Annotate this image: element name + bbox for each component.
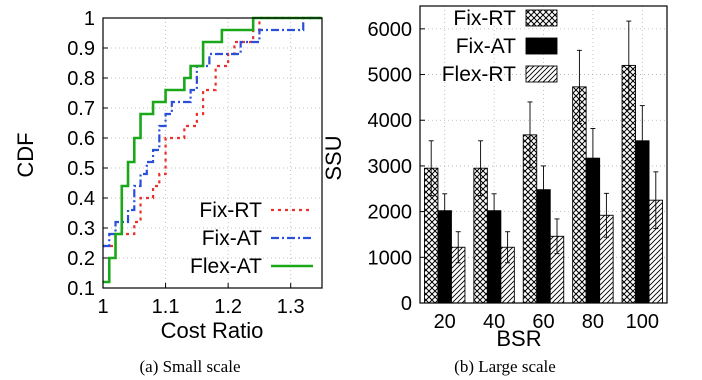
cdf-y-tick-label: 0.6 — [67, 128, 95, 150]
cdf-y-tick-label: 0.8 — [67, 68, 95, 90]
cdf-y-tick-label: 0.2 — [67, 248, 95, 270]
ssu-x-tick-labels: 20 40 60 80 100 — [434, 311, 659, 333]
ssu-x-tick-label: 20 — [434, 311, 456, 333]
ssu-y-tick-labels: 0 1000 2000 3000 4000 5000 6000 — [368, 19, 413, 315]
ssu-x-tick-label: 100 — [626, 311, 659, 333]
ssu-y-tick-label: 6000 — [368, 19, 413, 41]
ssu-plot-frame — [419, 5, 668, 304]
ssu-y-tick-label: 4000 — [368, 110, 413, 132]
cdf-line-flex-at — [103, 16, 322, 284]
ssu-y-tick-label: 3000 — [368, 156, 413, 178]
ssu-legend-label: Fix-RT — [453, 7, 516, 30]
ssu-legend-label: Fix-AT — [456, 35, 516, 58]
ssu-legend-label: Flex-RT — [442, 63, 516, 86]
cdf-y-tick-labels: 0.1 0.2 0.3 0.4 0.5 0.6 0.7 0.8 0.9 1 — [67, 8, 95, 300]
ssu-y-tick-label: 1000 — [368, 247, 413, 269]
cdf-chart: 0.10.20.30.40.50.60.70.80.91 1 1.1 1.2 1.3 … — [13, 8, 323, 343]
cdf-x-tick-labels: 1 1.1 1.2 1.3 — [97, 296, 304, 318]
cdf-x-tick-label: 1.3 — [277, 296, 305, 318]
cdf-plot-frame — [102, 17, 323, 289]
ssu-x-tick-label: 60 — [532, 311, 554, 333]
cdf-x-tick-label: 1.2 — [214, 296, 242, 318]
ssu-y-tick-label: 2000 — [368, 202, 413, 224]
cdf-series-lines — [103, 16, 322, 284]
ssu-legend-swatch — [525, 37, 558, 55]
cdf-y-tick-label: 0.3 — [67, 218, 95, 240]
ssu-bar-chart: 0 1000 2000 3000 4000 5000 6000 20 40 60 80 100 SS… — [321, 5, 668, 351]
cdf-legend: Fix-RT Fix-AT Flex-AT — [190, 199, 313, 278]
cdf-line-fix-at — [103, 16, 322, 248]
cdf-legend-label: Fix-AT — [202, 227, 262, 250]
cdf-y-tick-label: 1 — [84, 8, 95, 30]
ssu-y-tick-label: 0 — [401, 293, 412, 315]
ssu-bars — [424, 20, 663, 304]
ssu-y-tick-label: 5000 — [368, 65, 413, 87]
ssu-x-tick-label: 40 — [483, 311, 505, 333]
cdf-legend-label: Fix-RT — [199, 199, 262, 222]
cdf-y-tick-label: 0.7 — [67, 98, 95, 120]
cdf-y-tick-label: 0.4 — [67, 188, 95, 210]
ssu-y-axis-label: SSU — [321, 135, 346, 180]
cdf-legend-label: Flex-AT — [190, 255, 262, 278]
cdf-y-tick-label: 0.5 — [67, 158, 95, 180]
cdf-x-tick-label: 1.1 — [152, 296, 180, 318]
ssu-x-tick-label: 80 — [582, 311, 604, 333]
ssu-legend: Fix-RT Fix-AT Flex-RT — [442, 7, 558, 86]
ssu-legend-swatch — [525, 65, 558, 83]
cdf-y-tick-label: 0.1 — [67, 278, 95, 300]
caption-small-scale: (a) Small scale — [139, 357, 240, 376]
cdf-y-axis-label: CDF — [13, 132, 38, 177]
cdf-x-axis-label: Cost Ratio — [161, 318, 264, 343]
cdf-x-tick-label: 1 — [97, 296, 108, 318]
ssu-legend-swatch — [525, 9, 558, 27]
caption-large-scale: (b) Large scale — [454, 357, 556, 376]
ssu-x-axis-label: BSR — [496, 326, 541, 351]
cdf-y-tick-label: 0.9 — [67, 38, 95, 60]
